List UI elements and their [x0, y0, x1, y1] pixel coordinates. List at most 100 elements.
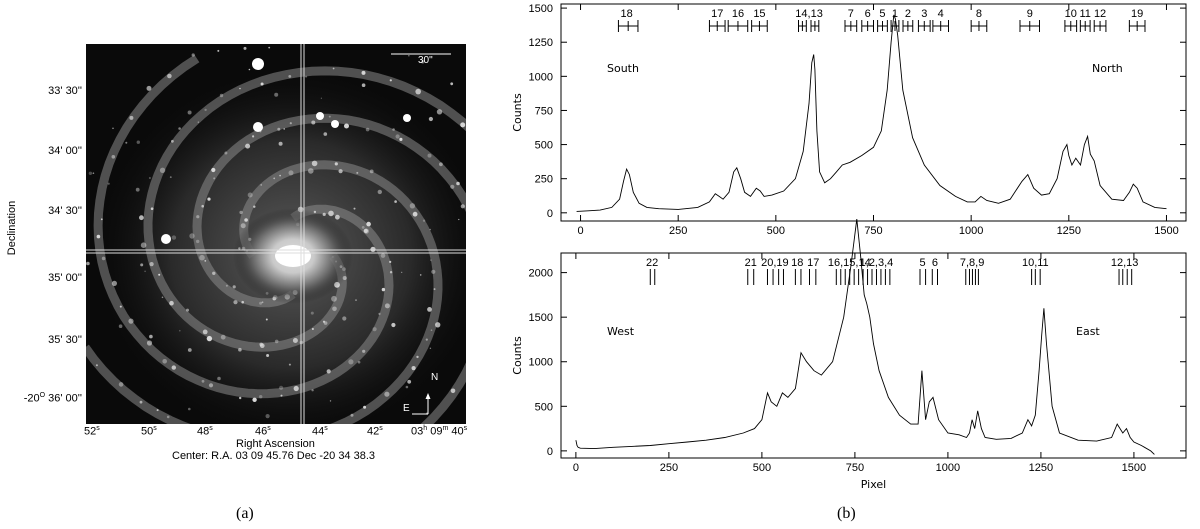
x-axis-label: Pixel	[861, 478, 886, 491]
hii-region	[204, 108, 207, 112]
direction-label-right: North	[1092, 62, 1123, 75]
hii-region	[427, 307, 432, 312]
field-star	[416, 355, 419, 359]
hii-region	[125, 141, 128, 144]
hii-region	[427, 153, 432, 158]
y-tick-label: 1000	[529, 71, 553, 83]
field-star	[429, 347, 432, 349]
hii-region	[233, 300, 238, 305]
hii-region	[238, 347, 242, 352]
hii-region	[365, 127, 370, 132]
hii-region	[166, 415, 170, 419]
hii-region	[344, 123, 349, 129]
field-star	[342, 316, 347, 321]
hii-region	[331, 295, 337, 302]
hii-region	[288, 75, 292, 78]
hii-region	[219, 93, 224, 98]
hii-region	[366, 221, 371, 227]
y-axis-label: Counts	[511, 93, 524, 132]
declination-tick-label: 35' 30''	[48, 334, 82, 346]
aperture-label: 17	[807, 257, 819, 269]
field-star	[118, 324, 123, 329]
field-star	[140, 263, 144, 267]
hii-region	[212, 271, 216, 275]
galaxy-image-svg	[86, 44, 466, 424]
field-star	[283, 128, 285, 130]
field-star	[430, 329, 433, 332]
hii-region	[288, 170, 294, 176]
hii-region	[100, 218, 103, 221]
field-star	[391, 322, 396, 328]
field-star	[266, 354, 270, 357]
field-star	[265, 318, 268, 321]
field-star	[86, 261, 90, 266]
hii-region	[146, 85, 152, 91]
field-star	[248, 68, 251, 71]
field-star	[310, 311, 314, 315]
hii-region	[362, 349, 366, 353]
hii-region	[399, 137, 403, 141]
hii-region	[370, 246, 376, 252]
aperture-label: 18	[791, 257, 803, 269]
hii-region	[425, 338, 428, 341]
declination-tick-label: 34' 00''	[48, 145, 82, 157]
aperture-label: 10,11	[1022, 257, 1049, 269]
field-star	[355, 299, 357, 301]
north-label: N	[431, 372, 439, 383]
hii-region	[199, 254, 205, 261]
y-tick-label: 250	[535, 174, 553, 186]
field-star	[458, 218, 460, 221]
field-star	[428, 116, 433, 122]
hii-region	[433, 288, 436, 291]
y-axis-label: Counts	[511, 336, 524, 375]
ra-tick-label: 46s	[255, 425, 271, 438]
bright-knot	[252, 58, 264, 70]
hii-region	[380, 253, 386, 258]
hii-region	[178, 127, 181, 130]
hii-region	[244, 218, 248, 222]
hii-region	[239, 396, 242, 400]
direction-label-right: East	[1076, 325, 1100, 338]
hii-region	[220, 334, 226, 340]
hii-region	[140, 242, 147, 248]
hii-region	[252, 135, 255, 138]
hii-region	[118, 382, 124, 387]
x-tick-label: 750	[846, 462, 864, 474]
hii-region	[196, 215, 200, 219]
field-star	[361, 83, 366, 87]
hii-region	[378, 312, 381, 315]
hii-region	[96, 234, 101, 239]
aperture-label: 15	[753, 8, 765, 20]
hii-region	[273, 177, 276, 180]
hii-region	[261, 301, 264, 304]
ra-tick-label: 03h 09m 40s	[411, 425, 468, 438]
aperture-label: 16,15,14	[828, 257, 871, 269]
hii-region	[439, 162, 443, 167]
aperture-label: 12	[1094, 8, 1106, 20]
hii-region	[436, 109, 443, 115]
hii-region	[363, 405, 367, 409]
y-tick-label: 2000	[529, 268, 553, 280]
aperture-label: 16	[732, 8, 744, 20]
aperture-label: 1	[892, 8, 898, 20]
field-star	[156, 409, 159, 412]
galaxy-image	[86, 44, 466, 424]
hii-region	[338, 169, 343, 174]
hii-region	[107, 182, 110, 185]
x-tick-label: 1000	[936, 462, 960, 474]
hii-region	[334, 162, 338, 166]
hii-region	[196, 239, 200, 244]
hii-region	[328, 210, 334, 217]
hii-region	[280, 394, 283, 397]
hii-region	[224, 151, 228, 155]
aperture-label: 19	[1131, 8, 1143, 20]
hii-region	[247, 192, 253, 198]
y-tick-label: 1500	[529, 3, 553, 15]
x-tick-label: 250	[669, 225, 687, 237]
hii-region	[311, 328, 314, 330]
x-tick-label: 500	[767, 225, 785, 237]
aperture-label: 5	[879, 8, 885, 20]
hii-region	[415, 88, 422, 95]
hii-region	[186, 308, 189, 312]
field-star	[243, 46, 247, 50]
